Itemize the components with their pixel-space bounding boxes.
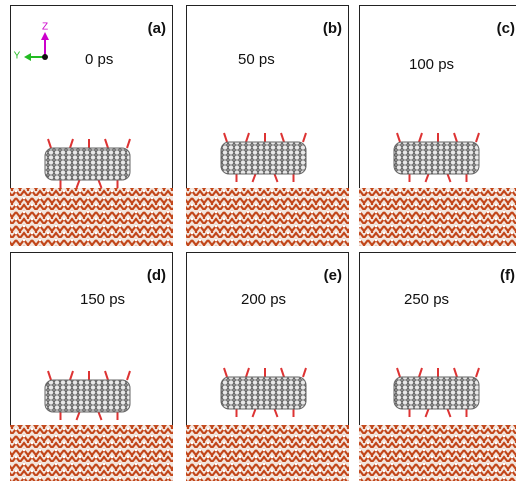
hydroxyl-group (75, 179, 81, 189)
hydroxyl-group (251, 173, 257, 183)
panel-label: (b) (323, 20, 342, 37)
snapshot-panel: (c) 100 ps (359, 5, 516, 246)
z-axis-label: Z (42, 22, 48, 33)
hydroxyl-group (69, 138, 74, 149)
time-label: 50 ps (238, 51, 275, 68)
y-arrow-head (24, 53, 31, 61)
snapshot-panel: (e) 200 ps (186, 252, 349, 481)
hydroxyl-group (446, 408, 452, 418)
time-label: 150 ps (80, 291, 125, 308)
substrate (10, 425, 173, 481)
hydroxyl-group (245, 367, 250, 378)
panel-label: (c) (497, 20, 515, 37)
hydroxyl-group (418, 132, 423, 143)
hydroxyl-group (302, 367, 307, 378)
nanotube (44, 379, 131, 413)
time-label: 0 ps (85, 51, 113, 68)
hydroxyl-group (273, 173, 279, 183)
hydroxyl-group (396, 132, 401, 143)
snapshot-panel: (b) 50 ps (186, 5, 349, 246)
hydroxyl-group (396, 367, 401, 378)
hydroxyl-group (302, 132, 307, 143)
hydroxyl-group (280, 367, 285, 378)
snapshot-panel: (f) 250 ps (359, 252, 516, 481)
nanotube (393, 376, 480, 410)
substrate (186, 188, 349, 246)
panel-label: (e) (324, 267, 342, 284)
hydroxyl-group (273, 408, 279, 418)
nanotube (220, 376, 307, 410)
hydroxyl-group (453, 367, 458, 378)
substrate (10, 188, 173, 246)
substrate (186, 425, 349, 481)
hydroxyl-group (475, 367, 480, 378)
substrate (359, 425, 516, 481)
hydroxyl-group (424, 408, 430, 418)
substrate (359, 188, 516, 246)
hydroxyl-group (223, 132, 228, 143)
panel-label: (f) (500, 267, 515, 284)
hydroxyl-group (126, 138, 131, 149)
z-arrow-head (41, 32, 49, 40)
hydroxyl-group (104, 138, 109, 149)
hydroxyl-group (245, 132, 250, 143)
time-label: 250 ps (404, 291, 449, 308)
nanotube (220, 141, 307, 175)
hydroxyl-group (97, 411, 103, 421)
hydroxyl-group (97, 179, 103, 189)
hydroxyl-group (424, 173, 430, 183)
hydroxyl-group (280, 132, 285, 143)
hydroxyl-group (475, 132, 480, 143)
hydroxyl-group (75, 411, 81, 421)
hydroxyl-group (446, 173, 452, 183)
axis-origin (42, 54, 48, 60)
time-label: 100 ps (409, 56, 454, 73)
hydroxyl-group (418, 367, 423, 378)
snapshot-panel: (a) 0 ps (10, 5, 173, 246)
hydroxyl-group (47, 138, 52, 149)
time-label: 200 ps (241, 291, 286, 308)
snapshot-panel: (d) 150 ps (10, 252, 173, 481)
panel-label: (a) (148, 20, 166, 37)
hydroxyl-group (223, 367, 228, 378)
hydroxyl-group (69, 370, 74, 381)
nanotube (44, 147, 131, 181)
hydroxyl-group (453, 132, 458, 143)
hydroxyl-group (126, 370, 131, 381)
hydroxyl-group (47, 370, 52, 381)
nanotube (393, 141, 480, 175)
panel-label: (d) (147, 267, 166, 284)
hydroxyl-group (104, 370, 109, 381)
hydroxyl-group (251, 408, 257, 418)
y-axis-label: Y (14, 51, 21, 62)
